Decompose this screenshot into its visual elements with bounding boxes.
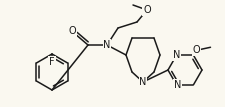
Text: N: N (172, 50, 179, 60)
Text: N: N (139, 77, 146, 87)
Text: N: N (103, 40, 110, 50)
Text: O: O (192, 45, 199, 55)
Text: N: N (173, 80, 180, 90)
Text: F: F (49, 57, 55, 67)
Text: O: O (143, 5, 150, 15)
Text: O: O (68, 26, 75, 36)
